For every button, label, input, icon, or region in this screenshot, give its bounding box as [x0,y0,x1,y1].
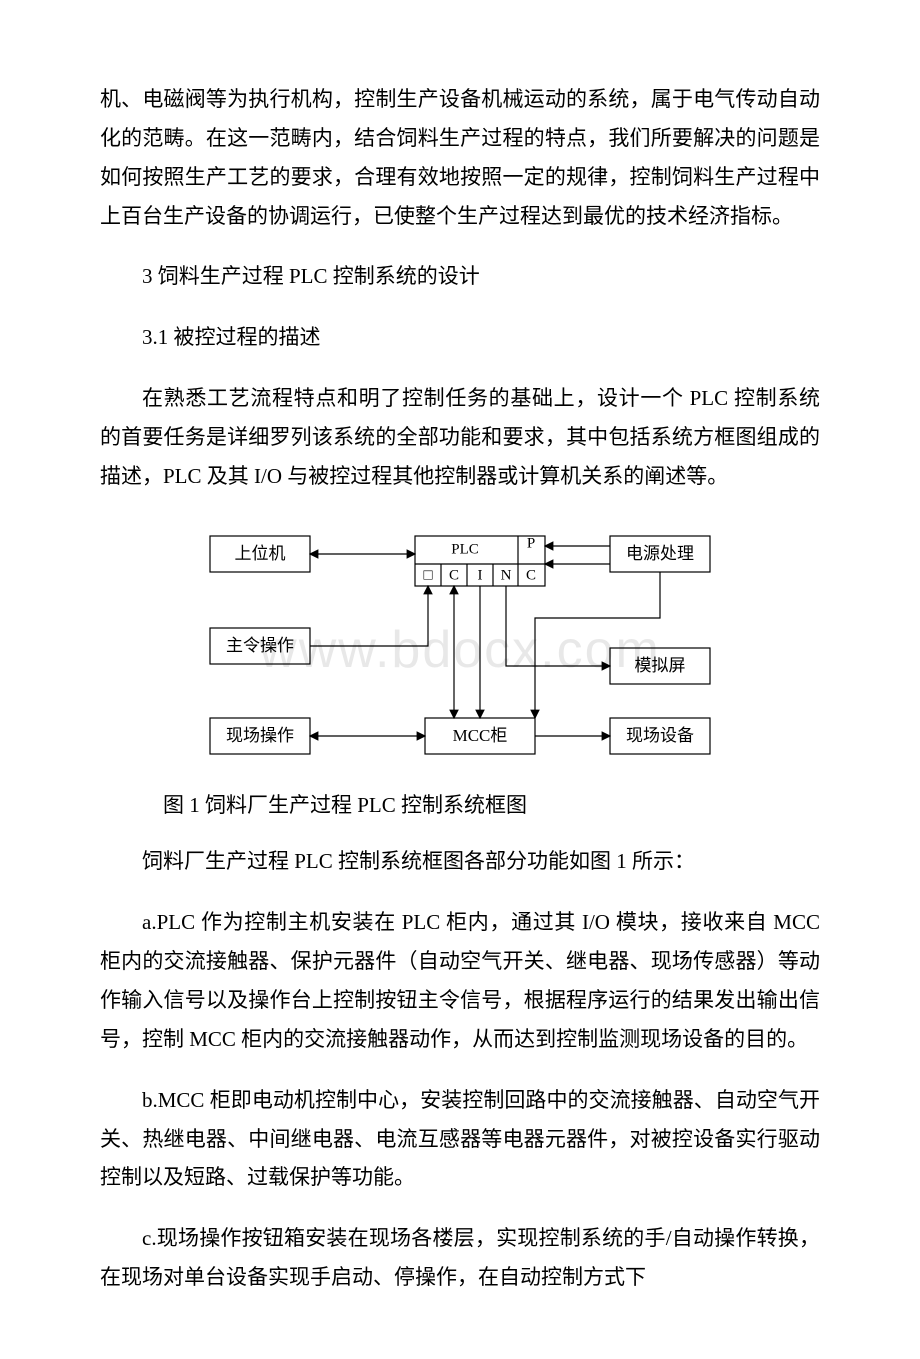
node-plc: PLC P □ C I N C [415,535,545,586]
heading-3-1: 3.1 被控过程的描述 [100,318,820,357]
label-mcc: MCC柜 [453,726,508,745]
paragraph-b: b.MCC 柜即电动机控制中心，安装控制回路中的交流接触器、自动空气开关、热继电… [100,1081,820,1198]
paragraph-desc: 在熟悉工艺流程特点和明了控制任务的基础上，设计一个 PLC 控制系统的首要任务是… [100,379,820,496]
label-power: 电源处理 [626,544,694,563]
plc-system-diagram: 上位机 PLC P □ C I N C 电源处理 主令操作 模拟屏 [190,518,730,778]
paragraph-intro: 机、电磁阀等为执行机构，控制生产设备机械运动的系统，属于电气传动自动化的范畴。在… [100,80,820,235]
plc-sub-p: P [527,535,535,551]
plc-cell-1: C [449,567,459,583]
plc-cell-3: N [501,567,512,583]
figure-caption: 图 1 饲料厂生产过程 PLC 控制系统框图 [100,786,820,825]
paragraph-c: c.现场操作按钮箱安装在现场各楼层，实现控制系统的手/自动操作转换，在现场对单台… [100,1219,820,1297]
label-mimic: 模拟屏 [635,656,686,675]
plc-cell-2: I [478,567,483,583]
heading-3: 3 饲料生产过程 PLC 控制系统的设计 [100,257,820,296]
conn-master-plc [310,586,428,646]
paragraph-fig-ref: 饲料厂生产过程 PLC 控制系统框图各部分功能如图 1 所示： [100,842,820,881]
label-fieldop: 现场操作 [226,726,294,745]
conn-plc-mimic [506,586,610,666]
label-master: 主令操作 [226,636,294,655]
plc-cell-4: C [526,567,536,583]
paragraph-a: a.PLC 作为控制主机安装在 PLC 柜内，通过其 I/O 模块，接收来自 M… [100,903,820,1058]
label-plc: PLC [451,541,479,557]
label-fieldeq: 现场设备 [626,726,694,745]
label-host: 上位机 [235,544,286,563]
conn-power-mcc [535,572,660,718]
plc-cell-0: □ [423,567,432,583]
